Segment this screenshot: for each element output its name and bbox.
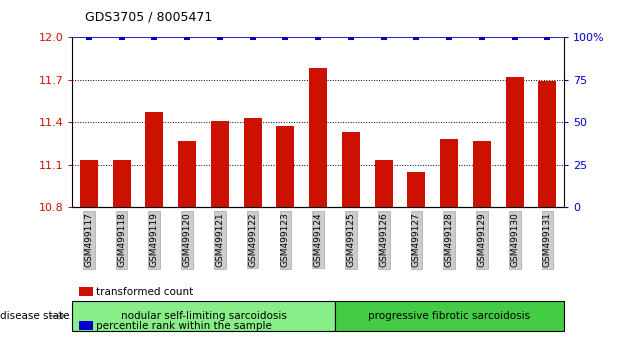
Text: GSM499120: GSM499120 xyxy=(183,212,192,267)
Bar xyxy=(146,112,163,207)
Text: GSM499122: GSM499122 xyxy=(248,212,257,267)
Text: GDS3705 / 8005471: GDS3705 / 8005471 xyxy=(85,10,212,23)
Bar xyxy=(539,81,556,207)
Point xyxy=(117,34,127,40)
Bar xyxy=(309,68,327,207)
Point xyxy=(542,34,553,40)
Bar xyxy=(178,141,196,207)
Bar xyxy=(473,141,491,207)
Point xyxy=(313,34,323,40)
Bar xyxy=(113,160,130,207)
Text: GSM499130: GSM499130 xyxy=(510,212,519,267)
Point xyxy=(182,34,192,40)
Point xyxy=(444,34,454,40)
Point xyxy=(280,34,290,40)
Text: GSM499127: GSM499127 xyxy=(412,212,421,267)
Text: transformed count: transformed count xyxy=(96,287,193,297)
Bar xyxy=(375,160,392,207)
Bar xyxy=(277,126,294,207)
Text: GSM499123: GSM499123 xyxy=(281,212,290,267)
Text: GSM499126: GSM499126 xyxy=(379,212,388,267)
Bar xyxy=(80,160,98,207)
Text: GSM499119: GSM499119 xyxy=(150,212,159,267)
Point xyxy=(510,34,520,40)
Point xyxy=(248,34,258,40)
Text: GSM499125: GSM499125 xyxy=(346,212,355,267)
Text: GSM499121: GSM499121 xyxy=(215,212,224,267)
Text: GSM499131: GSM499131 xyxy=(543,212,552,267)
Text: disease state: disease state xyxy=(0,311,69,321)
Bar xyxy=(244,118,261,207)
Text: nodular self-limiting sarcoidosis: nodular self-limiting sarcoidosis xyxy=(120,311,287,321)
Point xyxy=(215,34,225,40)
Point xyxy=(411,34,421,40)
Text: percentile rank within the sample: percentile rank within the sample xyxy=(96,321,272,331)
Bar xyxy=(408,172,425,207)
Point xyxy=(84,34,94,40)
Point xyxy=(477,34,487,40)
Text: GSM499128: GSM499128 xyxy=(445,212,454,267)
Bar xyxy=(342,132,360,207)
Text: GSM499118: GSM499118 xyxy=(117,212,126,267)
Point xyxy=(346,34,356,40)
Bar xyxy=(506,77,524,207)
Text: GSM499129: GSM499129 xyxy=(478,212,486,267)
Bar xyxy=(440,139,458,207)
Point xyxy=(149,34,159,40)
Text: progressive fibrotic sarcoidosis: progressive fibrotic sarcoidosis xyxy=(368,311,530,321)
Text: GSM499117: GSM499117 xyxy=(84,212,93,267)
Point xyxy=(379,34,389,40)
Bar xyxy=(211,121,229,207)
Text: GSM499124: GSM499124 xyxy=(314,212,323,267)
